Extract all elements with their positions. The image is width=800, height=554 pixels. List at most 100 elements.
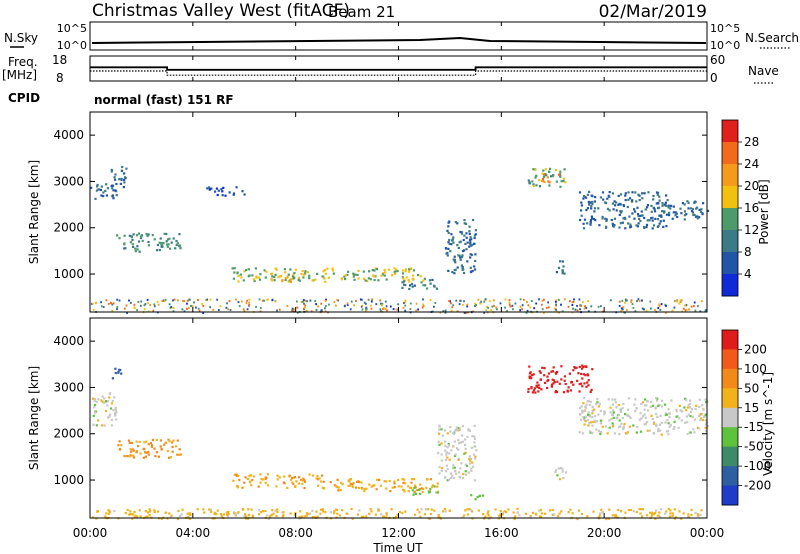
power-echo-cell	[394, 272, 397, 275]
power-echo-cell	[385, 305, 388, 308]
velocity-echo-cell	[481, 494, 485, 497]
power-echo-cell	[214, 190, 217, 193]
velocity-echo-cell	[103, 424, 106, 427]
velocity-echo-cell	[589, 390, 592, 393]
power-echo-cell	[639, 214, 642, 217]
power-echo-cell	[531, 180, 534, 183]
velocity-echo-cell	[431, 484, 435, 487]
power-echo-cell	[324, 280, 327, 283]
power-echo-cell	[686, 200, 689, 203]
power-echo-cell	[291, 275, 294, 278]
velocity-echo-cell	[658, 423, 661, 426]
velocity-echo-cell	[444, 444, 447, 447]
nsearch-label: N.Search	[745, 31, 799, 45]
nsky-frame	[89, 21, 708, 51]
power-echo-cell	[118, 178, 121, 181]
power-echo-cell	[221, 194, 224, 197]
velocity-echo-cell	[528, 376, 531, 380]
velocity-echo-cell	[472, 465, 475, 468]
velocity-echo-cell	[322, 480, 325, 483]
power-echo-cell	[454, 268, 457, 271]
power-echo-cell	[658, 222, 661, 225]
velocity-echo-cell	[300, 478, 303, 481]
power-echo-cell	[232, 193, 235, 196]
velocity-echo-cell	[233, 512, 236, 515]
velocity-echo-cell	[501, 513, 504, 516]
velocity-echo-cell	[578, 365, 581, 369]
velocity-echo-cell	[426, 478, 429, 481]
power-echo-cell	[589, 221, 592, 224]
power-echo-cell	[490, 308, 493, 311]
velocity-echo-cell	[375, 488, 378, 491]
velocity-echo-cell	[669, 509, 672, 512]
velocity-echo-cell	[690, 407, 694, 411]
colorbar-swatch	[722, 485, 738, 506]
velocity-echo-cell	[586, 419, 589, 422]
colorbar-tick-label: 24	[744, 157, 759, 171]
velocity-echo-cell	[138, 509, 141, 512]
power-echo-cell	[541, 299, 544, 302]
velocity-echo-cell	[393, 482, 396, 485]
velocity-echo-cell	[567, 511, 570, 514]
velocity-echo-cell	[635, 510, 638, 514]
velocity-echo-cell	[267, 517, 270, 520]
power-echo-cell	[450, 309, 453, 312]
velocity-echo-cell	[423, 513, 427, 516]
power-echo-cell	[658, 214, 661, 217]
velocity-echo-cell	[329, 511, 332, 514]
velocity-echo-cell	[169, 516, 172, 519]
power-echo-cell	[458, 303, 461, 306]
velocity-echo-cell	[258, 513, 261, 516]
velocity-echo-cell	[309, 512, 312, 515]
power-echo-cell	[638, 217, 641, 220]
power-echo-cell	[183, 300, 185, 303]
power-echo-cell	[237, 274, 240, 278]
velocity-echo-cell	[298, 476, 301, 479]
power-echo-cell	[322, 276, 325, 279]
power-echo-cell	[111, 194, 114, 197]
power-echo-cell	[545, 306, 548, 309]
velocity-echo-cell	[113, 396, 116, 399]
power-echo-cell	[624, 227, 627, 230]
velocity-echo-cell	[143, 451, 147, 454]
velocity-echo-cell	[516, 507, 519, 510]
velocity-echo-cell	[587, 413, 590, 416]
velocity-echo-cell	[552, 366, 555, 369]
velocity-echo-cell	[651, 417, 654, 421]
velocity-echo-cell	[414, 492, 418, 495]
power-echo-cell	[160, 244, 163, 247]
power-echo-cell	[471, 243, 474, 246]
power-echo-cell	[585, 196, 588, 199]
power-echo-cell	[495, 306, 497, 309]
velocity-echo-cell	[578, 431, 581, 434]
velocity-echo-cell	[403, 489, 406, 492]
power-echo-cell	[615, 209, 618, 212]
power-echo-cell	[619, 193, 623, 196]
velocity-echo-cell	[153, 509, 156, 512]
velocity-echo-cell	[266, 514, 269, 517]
power-echo-cell	[557, 173, 561, 176]
velocity-echo-cell	[556, 380, 559, 383]
velocity-echo-cell	[321, 510, 325, 513]
velocity-echo-cell	[349, 478, 353, 481]
power-echo-cell	[187, 306, 190, 309]
y-tick-label: 4000	[53, 334, 84, 348]
power-echo-cell	[641, 197, 644, 200]
power-echo-cell	[409, 267, 412, 271]
colorbar-swatch	[722, 142, 738, 165]
power-echo-cell	[175, 239, 178, 243]
velocity-echo-cell	[667, 507, 670, 511]
power-echo-cell	[291, 307, 294, 310]
power-echo-cell	[228, 191, 231, 194]
velocity-echo-cell	[120, 444, 123, 447]
velocity-echo-cell	[487, 514, 490, 517]
velocity-echo-cell	[650, 512, 654, 515]
power-echo-cell	[379, 302, 382, 305]
power-echo-cell	[118, 299, 121, 302]
velocity-echo-cell	[652, 421, 656, 424]
power-echo-cell	[439, 311, 442, 314]
power-echo-cell	[91, 302, 94, 305]
power-echo-cell	[691, 208, 695, 211]
power-echo-cell	[168, 237, 171, 240]
velocity-echo-cell	[656, 397, 659, 400]
